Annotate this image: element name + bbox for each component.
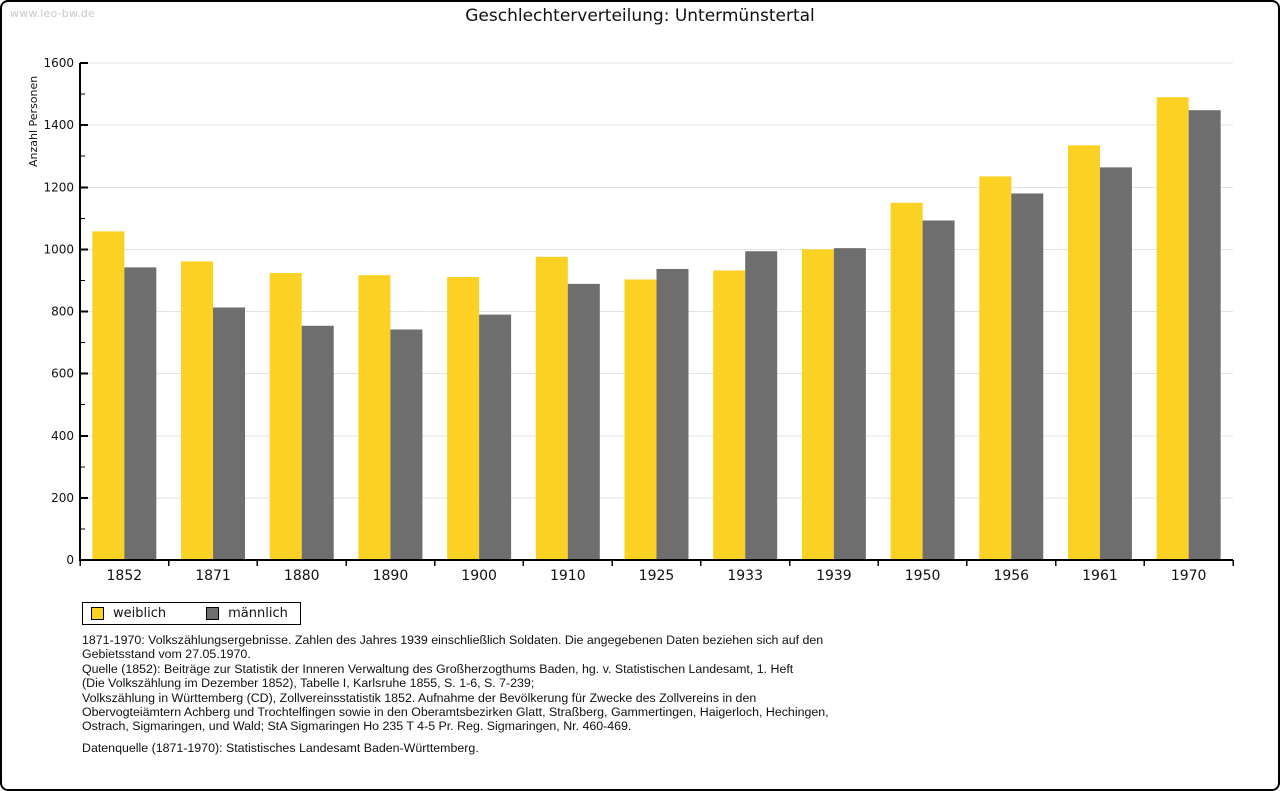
x-tick-label: 1933 (727, 568, 763, 584)
y-tick-label: 400 (51, 429, 74, 443)
legend-swatch-icon (206, 607, 220, 620)
footnote-line: Ostrach, Sigmaringen, und Wald; StA Sigm… (82, 719, 632, 734)
bar-maennlich-1852 (124, 267, 157, 560)
bar-maennlich-1939 (833, 248, 866, 560)
bar-maennlich-1880 (301, 325, 334, 560)
x-tick-label: 1956 (993, 568, 1029, 584)
bar-weiblich-1925 (624, 279, 657, 560)
footnote-line: Volkszählung in Württemberg (CD), Zollve… (82, 690, 757, 705)
bar-maennlich-1925 (656, 268, 689, 560)
legend-swatch-icon (91, 607, 104, 620)
bar-maennlich-1961 (1099, 167, 1132, 560)
footnotes: 1871-1970: Volkszählungsergebnisse. Zahl… (82, 633, 829, 734)
bar-weiblich-1956 (979, 176, 1012, 561)
x-tick-label: 1900 (461, 568, 497, 584)
footnote-line: 1871-1970: Volkszählungsergebnisse. Zahl… (82, 633, 824, 647)
y-tick-label: 200 (51, 491, 74, 505)
legend-item-maennlich: männlich (206, 606, 288, 621)
bar-maennlich-1933 (745, 251, 778, 560)
footnote-line: (Die Volkszählung im Dezember 1852), Tab… (82, 676, 535, 691)
y-tick-label: 1600 (43, 56, 74, 70)
x-tick-label: 1910 (550, 568, 586, 584)
y-tick-label: 1000 (43, 242, 74, 256)
x-tick-label: 1871 (195, 568, 231, 584)
x-tick-label: 1950 (905, 568, 941, 584)
y-tick-label: 800 (51, 305, 74, 319)
bar-weiblich-1871 (181, 261, 214, 560)
bar-weiblich-1950 (890, 202, 923, 560)
x-tick-label: 1925 (639, 568, 675, 584)
bar-weiblich-1910 (535, 256, 568, 560)
x-tick-label: 1852 (107, 568, 143, 584)
bar-weiblich-1890 (358, 275, 391, 560)
bar-maennlich-1970 (1188, 110, 1221, 560)
footnote-line: Quelle (1852): Beiträge zur Statistik de… (82, 661, 794, 676)
bar-weiblich-1852 (92, 231, 125, 560)
y-tick-label: 1200 (43, 180, 74, 194)
footnote-line: Obervogteiämtern Achberg und Trochtelfin… (82, 705, 829, 720)
legend-item-weiblich: weiblich (91, 606, 166, 621)
footnote-line: Gebietsstand vom 27.05.1970. (82, 647, 251, 662)
x-tick-label: 1961 (1082, 568, 1118, 584)
x-tick-label: 1880 (284, 568, 320, 584)
bar-weiblich-1970 (1156, 97, 1189, 560)
bar-maennlich-1871 (213, 307, 246, 560)
bar-maennlich-1950 (922, 220, 955, 560)
bar-weiblich-1900 (447, 277, 480, 560)
bar-weiblich-1961 (1067, 145, 1100, 561)
y-tick-label: 1400 (43, 118, 74, 132)
legend-label: männlich (228, 606, 288, 621)
bar-maennlich-1890 (390, 329, 423, 560)
legend: weiblich männlich (82, 602, 301, 625)
data-source-line: Datenquelle (1871-1970): Statistisches L… (82, 741, 479, 755)
bar-maennlich-1910 (567, 283, 600, 560)
bar-maennlich-1900 (479, 314, 512, 560)
y-tick-label: 0 (66, 553, 74, 567)
x-tick-label: 1939 (816, 568, 852, 584)
chart-title: Geschlechterverteilung: Untermünstertal (465, 6, 815, 26)
y-tick-label: 600 (51, 367, 74, 381)
bar-weiblich-1933 (713, 270, 746, 560)
watermark: www.leo-bw.de (10, 7, 96, 20)
bar-maennlich-1956 (1011, 193, 1044, 560)
x-tick-label: 1890 (373, 568, 409, 584)
legend-label: weiblich (113, 606, 167, 621)
plot-area: 0 200 400 600 800 1000 1200 1400 1600 1852 1871 188… (43, 56, 1234, 584)
bar-weiblich-1939 (801, 249, 834, 560)
x-tick-label: 1970 (1171, 568, 1207, 584)
bar-weiblich-1880 (269, 272, 302, 560)
